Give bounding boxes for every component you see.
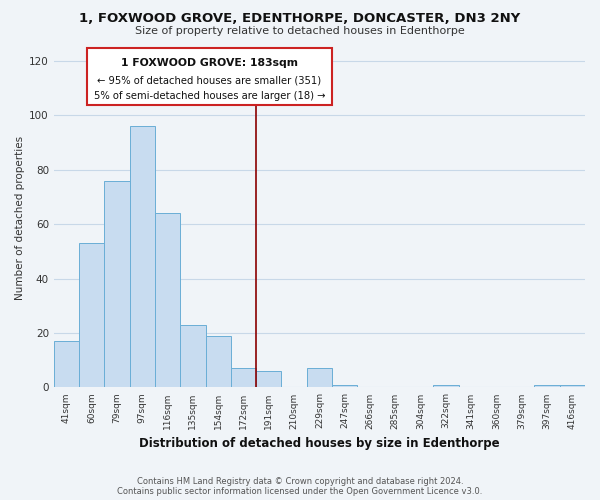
Bar <box>560 384 585 388</box>
Bar <box>433 384 458 388</box>
Text: Contains HM Land Registry data © Crown copyright and database right 2024.: Contains HM Land Registry data © Crown c… <box>137 476 463 486</box>
Bar <box>155 214 180 388</box>
Text: Contains public sector information licensed under the Open Government Licence v3: Contains public sector information licen… <box>118 486 482 496</box>
Bar <box>307 368 332 388</box>
Bar <box>54 341 79 388</box>
Y-axis label: Number of detached properties: Number of detached properties <box>15 136 25 300</box>
Bar <box>256 371 281 388</box>
Bar <box>79 244 104 388</box>
Text: 1 FOXWOOD GROVE: 183sqm: 1 FOXWOOD GROVE: 183sqm <box>121 58 298 68</box>
Bar <box>231 368 256 388</box>
Text: 1, FOXWOOD GROVE, EDENTHORPE, DONCASTER, DN3 2NY: 1, FOXWOOD GROVE, EDENTHORPE, DONCASTER,… <box>79 12 521 26</box>
Bar <box>180 325 206 388</box>
Text: 5% of semi-detached houses are larger (18) →: 5% of semi-detached houses are larger (1… <box>94 91 325 101</box>
X-axis label: Distribution of detached houses by size in Edenthorpe: Distribution of detached houses by size … <box>139 437 500 450</box>
Bar <box>130 126 155 388</box>
Bar <box>535 384 560 388</box>
Bar <box>104 181 130 388</box>
Text: Size of property relative to detached houses in Edenthorpe: Size of property relative to detached ho… <box>135 26 465 36</box>
Bar <box>206 336 231 388</box>
Bar <box>332 384 358 388</box>
Text: ← 95% of detached houses are smaller (351): ← 95% of detached houses are smaller (35… <box>97 76 322 86</box>
